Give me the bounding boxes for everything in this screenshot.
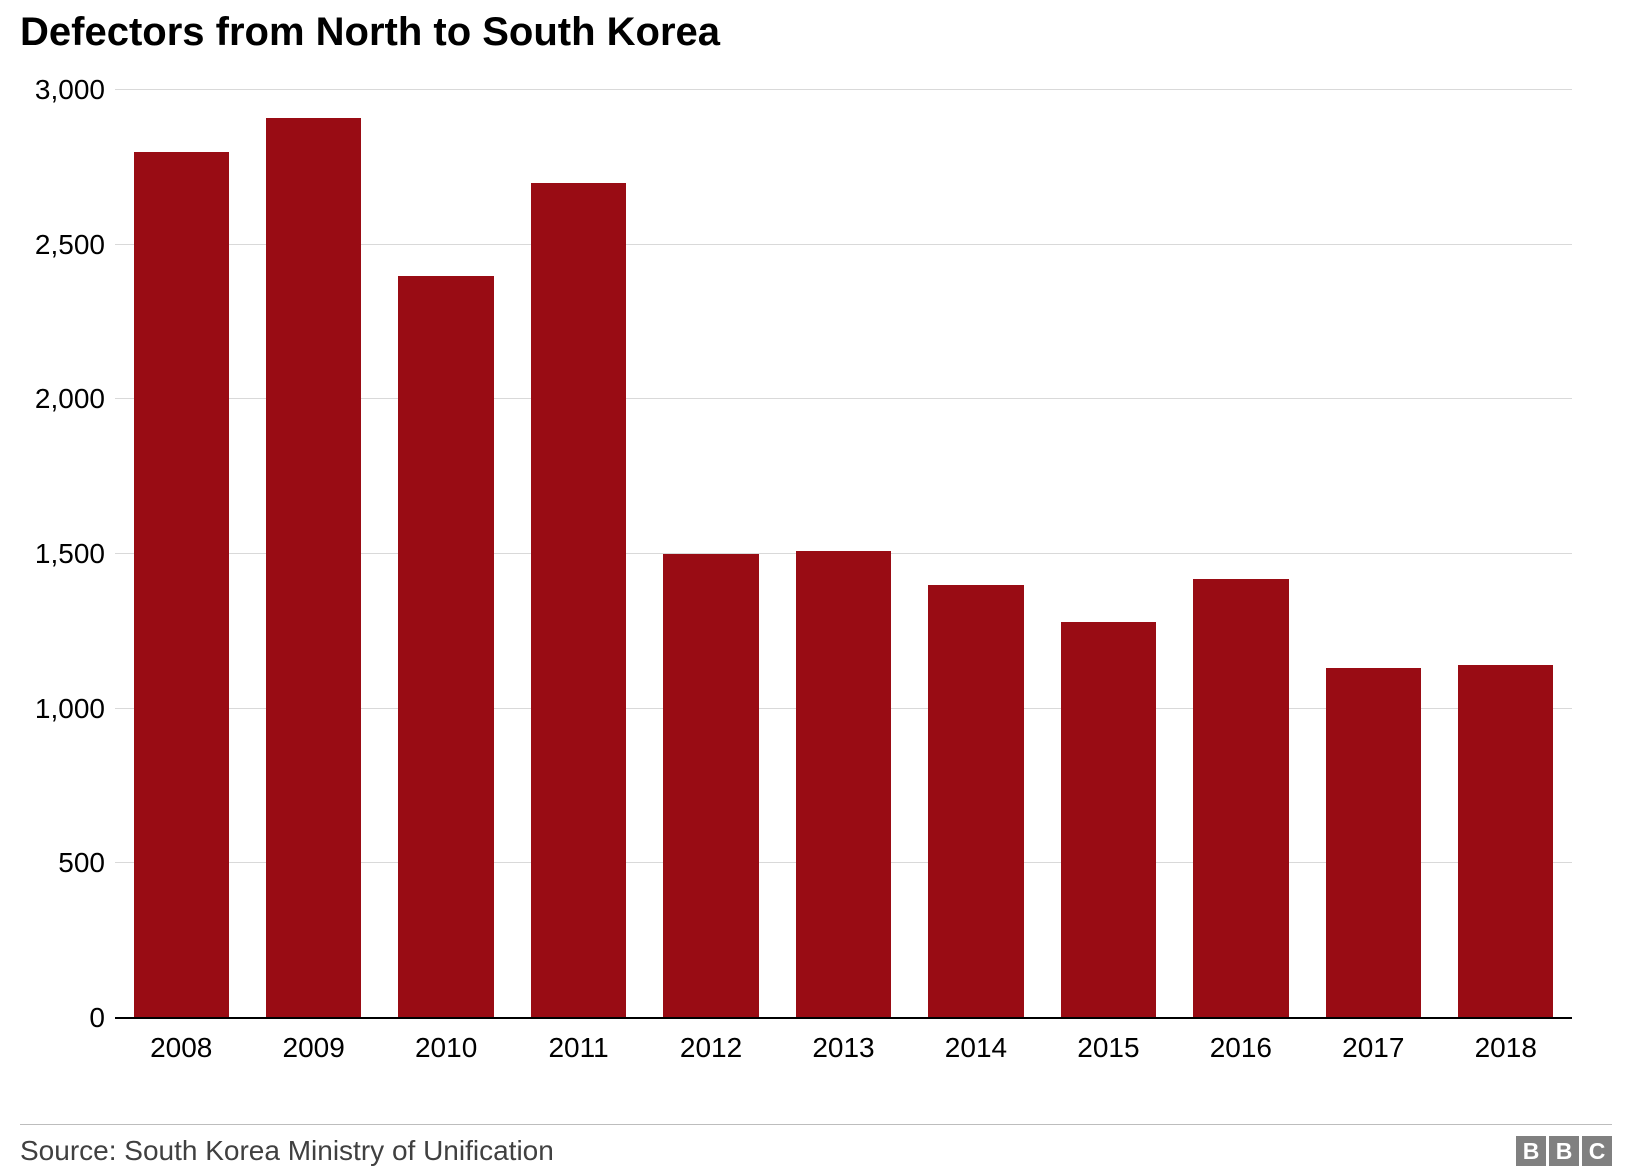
bar [663, 554, 758, 1018]
bar [398, 276, 493, 1018]
bar [1061, 622, 1156, 1018]
y-tick-label: 3,000 [35, 74, 115, 106]
x-axis: 2008200920102011201220132014201520162017… [115, 1032, 1572, 1064]
chart-footer: Source: South Korea Ministry of Unificat… [20, 1124, 1612, 1167]
x-tick-label: 2011 [512, 1032, 644, 1064]
y-tick-label: 1,500 [35, 538, 115, 570]
bar [928, 585, 1023, 1018]
bbc-logo: BBC [1516, 1136, 1612, 1166]
x-tick-label: 2008 [115, 1032, 247, 1064]
bar-slot [645, 90, 777, 1018]
bbc-logo-letter: C [1582, 1136, 1612, 1166]
x-tick-label: 2018 [1440, 1032, 1572, 1064]
x-tick-label: 2016 [1175, 1032, 1307, 1064]
x-tick-label: 2014 [910, 1032, 1042, 1064]
chart-title: Defectors from North to South Korea [20, 10, 1612, 55]
bar [266, 118, 361, 1018]
x-tick-label: 2009 [247, 1032, 379, 1064]
bar-slot [1042, 90, 1174, 1018]
bar-slot [380, 90, 512, 1018]
bar-slot [247, 90, 379, 1018]
bar [1326, 668, 1421, 1018]
x-baseline [115, 1017, 1572, 1019]
bar [796, 551, 891, 1018]
bar-slot [115, 90, 247, 1018]
y-tick-label: 2,500 [35, 229, 115, 261]
bar-slot [777, 90, 909, 1018]
bar-slot [1307, 90, 1439, 1018]
bar-slot [1440, 90, 1572, 1018]
bbc-logo-letter: B [1516, 1136, 1546, 1166]
x-tick-label: 2013 [777, 1032, 909, 1064]
bbc-logo-letter: B [1549, 1136, 1579, 1166]
plot-outer: 05001,0001,5002,0002,5003,000 2008200920… [20, 65, 1612, 1066]
source-attribution: Source: South Korea Ministry of Unificat… [20, 1135, 554, 1167]
bar [1458, 665, 1553, 1018]
bar [1193, 579, 1288, 1018]
y-tick-label: 0 [89, 1002, 115, 1034]
bar-slot [512, 90, 644, 1018]
x-tick-label: 2017 [1307, 1032, 1439, 1064]
bar [531, 183, 626, 1018]
x-tick-label: 2015 [1042, 1032, 1174, 1064]
bar-slot [910, 90, 1042, 1018]
y-axis: 05001,0001,5002,0002,5003,000 [20, 90, 115, 1018]
y-tick-label: 2,000 [35, 383, 115, 415]
bar-slot [1175, 90, 1307, 1018]
x-tick-label: 2012 [645, 1032, 777, 1064]
plot-area [115, 90, 1572, 1018]
x-tick-label: 2010 [380, 1032, 512, 1064]
y-tick-label: 1,000 [35, 693, 115, 725]
bar [134, 152, 229, 1018]
chart-container: 05001,0001,5002,0002,5003,000 2008200920… [20, 65, 1612, 1066]
bars-group [115, 90, 1572, 1018]
y-tick-label: 500 [58, 847, 115, 879]
